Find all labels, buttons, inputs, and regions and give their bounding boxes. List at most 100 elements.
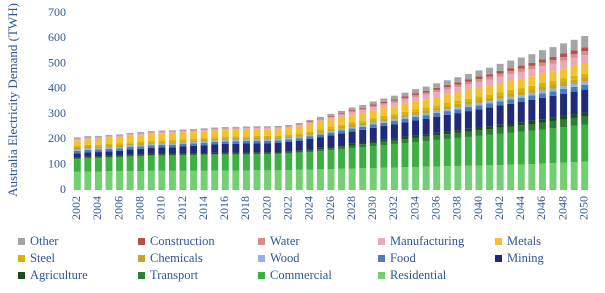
bar-segment — [169, 154, 176, 155]
bar-segment — [433, 108, 440, 111]
bar-segment — [338, 127, 345, 129]
x-tick-label: 2012 — [175, 196, 189, 220]
bar-segment — [201, 131, 208, 138]
y-tick-label: 100 — [48, 156, 66, 170]
bar-segment — [243, 128, 250, 129]
bar-segment — [412, 95, 419, 97]
bar-segment — [338, 133, 345, 145]
bar-segment — [190, 131, 197, 132]
bar-segment — [306, 131, 313, 133]
legend-label: Chemicals — [150, 251, 203, 265]
bar-segment — [465, 105, 472, 107]
bar-segment — [370, 102, 377, 105]
bar-segment — [349, 112, 356, 115]
bar-segment — [433, 140, 440, 167]
bar-segment — [74, 146, 81, 148]
bar-segment — [338, 125, 345, 127]
bar-segment — [402, 139, 409, 143]
bar-segment — [211, 129, 218, 130]
bar-segment — [137, 143, 144, 145]
bar-segment — [444, 139, 451, 166]
bar-segment — [275, 153, 282, 154]
bar-segment — [380, 140, 387, 142]
bar-segment — [444, 166, 451, 190]
bar-segment — [550, 64, 557, 72]
bar-segment — [232, 140, 239, 141]
bar-segment — [95, 136, 102, 137]
bar-segment — [254, 170, 261, 190]
bar-segment — [444, 85, 451, 87]
bar-segment — [211, 171, 218, 190]
bar-segment — [190, 143, 197, 146]
bar-segment — [95, 148, 102, 149]
bar-segment — [254, 139, 261, 140]
bar-segment — [433, 97, 440, 105]
bar-segment — [116, 134, 123, 135]
bar-segment — [370, 111, 377, 119]
bar-segment — [571, 114, 578, 118]
bar-segment — [370, 141, 377, 143]
bar-segment — [497, 74, 504, 77]
bar-segment — [581, 55, 588, 63]
bar-segment — [169, 147, 176, 153]
bar-segment — [550, 71, 557, 81]
bar-segment — [180, 130, 187, 131]
bar-segment — [243, 127, 250, 128]
bar-segment — [296, 170, 303, 190]
bar-segment — [550, 47, 557, 57]
bar-segment — [148, 155, 155, 156]
bar-segment — [507, 81, 514, 90]
bar-segment — [275, 128, 282, 129]
bar-segment — [190, 130, 197, 131]
legend-swatch — [138, 272, 145, 279]
bar-segment — [359, 123, 366, 126]
bar-segment — [476, 105, 483, 109]
bar-segment — [528, 124, 535, 131]
bar-segment — [391, 106, 398, 114]
bar-segment — [74, 172, 81, 190]
bar-segment — [539, 63, 546, 67]
bar-segment — [391, 119, 398, 121]
bar-segment — [201, 143, 208, 146]
bar-segment — [476, 88, 483, 97]
bar-segment — [423, 119, 430, 135]
bar-segment — [180, 153, 187, 154]
bar-segment — [380, 116, 387, 118]
bar-segment — [359, 108, 366, 109]
bar-segment — [507, 99, 514, 103]
bar-segment — [180, 144, 187, 147]
bar-segment — [264, 137, 271, 139]
bar-segment — [476, 109, 483, 127]
bar-segment — [486, 101, 493, 103]
bar-segment — [539, 122, 546, 129]
bar-segment — [497, 165, 504, 190]
bar-segment — [211, 129, 218, 130]
bar-segment — [232, 138, 239, 140]
bar-segment — [137, 146, 144, 149]
bar-segment — [222, 130, 229, 137]
bar-segment — [222, 140, 229, 141]
legend-swatch — [18, 238, 25, 245]
bar-segment — [507, 104, 514, 124]
bar-segment — [296, 123, 303, 124]
bar-segment — [127, 150, 134, 155]
bar-segment — [148, 171, 155, 190]
bar-segment — [201, 139, 208, 141]
bar-segment — [518, 98, 525, 102]
bar-segment — [222, 137, 229, 139]
bar-segment — [148, 131, 155, 132]
bar-segment — [338, 145, 345, 147]
bar-segment — [328, 127, 335, 129]
bar-segment — [476, 103, 483, 105]
bar-segment — [476, 165, 483, 190]
bar-segment — [148, 144, 155, 145]
bar-segment — [539, 87, 546, 91]
bar-segment — [391, 124, 398, 138]
bar-segment — [275, 127, 282, 128]
bar-segment — [560, 82, 567, 86]
bar-segment — [201, 130, 208, 131]
bar-segment — [254, 136, 261, 138]
bar-segment — [243, 141, 250, 144]
bar-segment — [454, 109, 461, 113]
bar-segment — [539, 98, 546, 119]
